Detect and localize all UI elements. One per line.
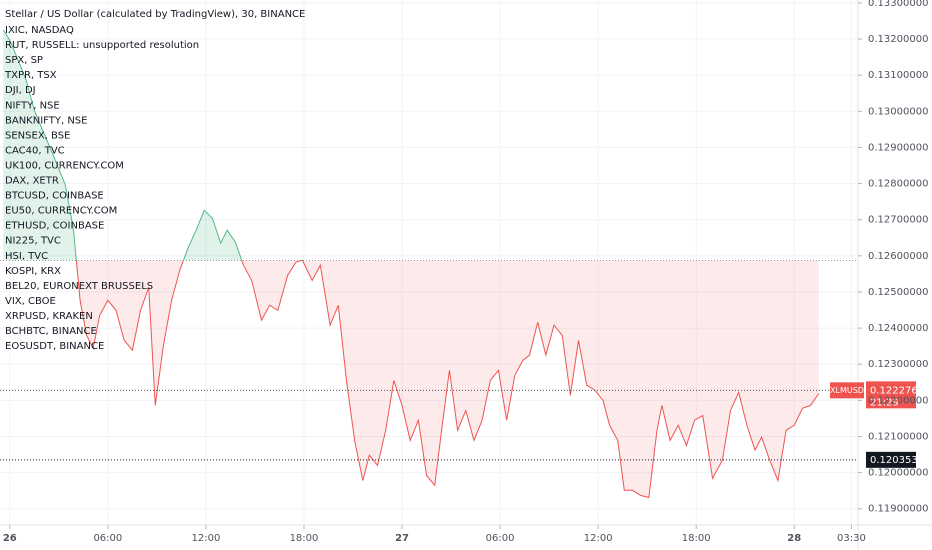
symbol-legend-item: HSI, TVC (5, 251, 48, 262)
y-tick-label: 0.12000000 (868, 468, 928, 479)
countdown-label: 21:29 (870, 397, 899, 408)
symbol-legend-item: DJI, DJ (5, 85, 36, 96)
symbol-legend-item: IXIC, NASDAQ (5, 25, 74, 36)
last-price-tag (866, 381, 916, 409)
symbol-legend-item: BTCUSD, COINBASE (5, 191, 104, 202)
x-tick-label: 12:00 (584, 533, 613, 544)
symbol-tag (830, 382, 864, 399)
y-tick-label: 0.13200000 (868, 34, 928, 45)
symbol-legend-item: SENSEX, BSE (5, 130, 70, 141)
y-tick-label: 0.12500000 (868, 287, 928, 298)
x-tick-label: 18:00 (682, 533, 711, 544)
y-tick-label: 0.12100000 (868, 431, 928, 442)
y-tick-label: 0.13000000 (868, 106, 928, 117)
symbol-legend-item: KOSPI, KRX (5, 266, 61, 277)
symbol-legend-item: CAC40, TVC (5, 145, 65, 156)
symbol-legend-item: BANKNIFTY, NSE (5, 115, 87, 126)
y-tick-label: 0.12400000 (868, 323, 928, 334)
y-tick-label: 0.13100000 (868, 70, 928, 81)
symbol-legend-item: TXPR, TSX (4, 70, 57, 81)
x-tick-label: 12:00 (192, 533, 221, 544)
symbol-legend-item: NIFTY, NSE (5, 100, 60, 111)
x-tick-label: 06:00 (93, 533, 122, 544)
x-tick-label: 26 (3, 533, 17, 544)
x-tick-label: 27 (395, 533, 409, 544)
symbol-legend-item: NI225, TVC (5, 236, 61, 247)
baseline-area (3, 29, 819, 498)
y-tick-label: 0.12700000 (868, 215, 928, 226)
symbol-legend-item: BCHBTC, BINANCE (5, 326, 97, 337)
price-line (2, 29, 820, 499)
y-tick-label: 0.11900000 (868, 504, 928, 515)
symbol-legend-item: BEL20, EURONEXT BRUSSELS (5, 281, 153, 292)
x-tick-label: 03:30 (837, 533, 866, 544)
x-tick-label: 28 (787, 533, 801, 544)
symbol-legend-item: XRPUSD, KRAKEN (5, 311, 93, 322)
symbol-legend-item: ETHUSD, COINBASE (5, 221, 104, 232)
x-tick-label: 06:00 (486, 533, 515, 544)
symbol-legend-item: EU50, CURRENCY.COM (5, 206, 117, 217)
symbol-legend-item: EOSUSDT, BINANCE (5, 341, 104, 352)
symbol-legend-item: UK100, CURRENCY.COM (5, 160, 124, 171)
price-level-tag (866, 451, 916, 468)
y-tick-label: 0.12900000 (868, 142, 928, 153)
x-tick-label: 18:00 (290, 533, 319, 544)
y-tick-label: 0.12800000 (868, 179, 928, 190)
symbol-legend-item: SPX, SP (5, 55, 43, 66)
y-tick-label: 0.13300000 (868, 0, 928, 9)
chart-title: Stellar / US Dollar (calculated by Tradi… (5, 9, 305, 20)
y-tick-label: 0.12200000 (868, 395, 928, 406)
last-price-label: 0.12227681 (870, 385, 930, 396)
symbol-legend-item: RUT, RUSSELL: unsupported resolution (5, 40, 199, 51)
symbol-tag-label: XLMUSD (830, 386, 864, 395)
y-tick-label: 0.12600000 (868, 251, 928, 262)
symbol-legend-item: VIX, CBOE (5, 296, 56, 307)
y-tick-label: 0.12300000 (868, 359, 928, 370)
price-level-label: 0.12035321 (870, 455, 930, 466)
symbol-legend-item: DAX, XETR (5, 176, 59, 187)
